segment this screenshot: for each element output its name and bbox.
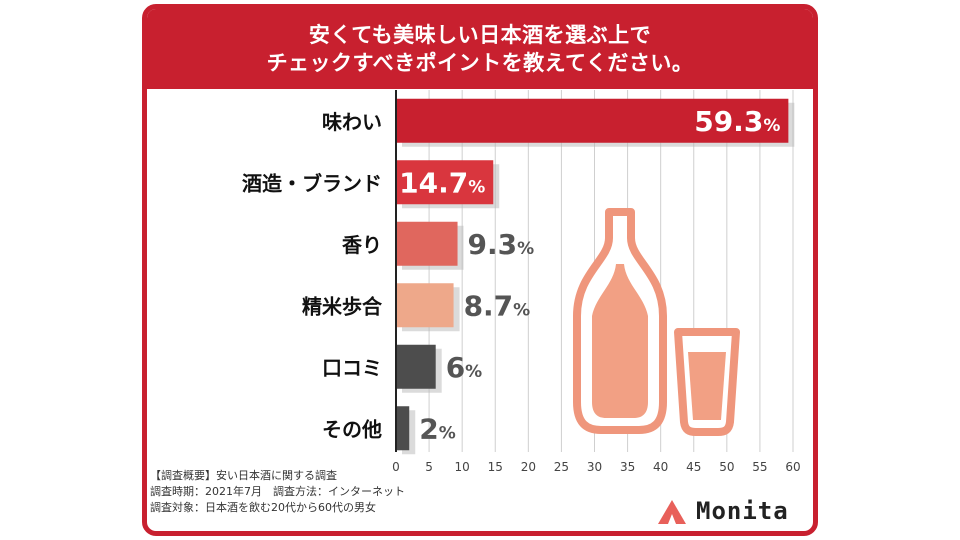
bar bbox=[396, 406, 410, 451]
bar bbox=[396, 98, 789, 143]
value-label: 6% bbox=[446, 351, 483, 384]
x-tick-label: 55 bbox=[752, 460, 767, 474]
survey-note: 調査対象：日本酒を飲む20代から60代の男女 bbox=[150, 501, 376, 514]
x-tick-label: 35 bbox=[620, 460, 635, 474]
category-label: 酒造・ブランド bbox=[242, 171, 382, 195]
x-axis-ticks: 0 5 10 15 20 25 30 35 40 45 50 55 60 bbox=[392, 460, 800, 474]
bar bbox=[396, 344, 436, 389]
title-band: 安くても美味しい日本酒を選ぶ上で チェックすべきポイントを教えてください。 bbox=[147, 9, 813, 89]
category-label: 口コミ bbox=[322, 356, 382, 380]
monita-logo: Monita bbox=[654, 496, 789, 526]
value-label: 9.3% bbox=[468, 228, 535, 261]
chart-title-line-2: チェックすべきポイントを教えてください。 bbox=[266, 51, 694, 75]
value-label: 59.3% bbox=[694, 105, 780, 138]
x-tick-label: 0 bbox=[392, 460, 400, 474]
sake-glass-icon bbox=[674, 328, 740, 436]
x-tick-label: 30 bbox=[587, 460, 602, 474]
value-label: 14.7% bbox=[399, 166, 485, 199]
value-label: 2% bbox=[419, 412, 456, 445]
category-label: 精米歩合 bbox=[302, 294, 383, 318]
x-tick-label: 20 bbox=[521, 460, 536, 474]
category-label: 香り bbox=[342, 233, 382, 257]
bar bbox=[396, 221, 458, 266]
triangle-logo-icon bbox=[658, 500, 686, 524]
x-tick-label: 45 bbox=[686, 460, 701, 474]
value-label: 8.7% bbox=[464, 289, 531, 322]
value-labels: 59.3% 14.7% 9.3% 8.7% 6% 2% bbox=[399, 105, 780, 446]
sake-bottle-icon bbox=[573, 208, 667, 434]
chart-frame: 安くても美味しい日本酒を選ぶ上で チェックすべきポイントを教えてください。 bbox=[142, 4, 818, 536]
x-tick-label: 15 bbox=[488, 460, 503, 474]
x-tick-label: 60 bbox=[785, 460, 800, 474]
category-label: 味わい bbox=[322, 110, 382, 134]
survey-note: 【調査概要】安い日本酒に関する調査 bbox=[150, 469, 337, 482]
bar bbox=[396, 160, 494, 205]
chart-title-line-1: 安くても美味しい日本酒を選ぶ上で bbox=[308, 23, 652, 47]
x-tick-label: 40 bbox=[653, 460, 668, 474]
bars bbox=[396, 98, 795, 455]
category-label: その他 bbox=[322, 417, 382, 441]
bar bbox=[396, 283, 454, 328]
x-tick-label: 5 bbox=[425, 460, 433, 474]
x-tick-label: 10 bbox=[455, 460, 470, 474]
x-tick-label: 50 bbox=[719, 460, 734, 474]
survey-note: 調査時期：2021年7月 調査方法：インターネット bbox=[150, 485, 405, 498]
x-tick-label: 25 bbox=[554, 460, 569, 474]
logo-text: Monita bbox=[696, 497, 789, 525]
survey-notes: 【調査概要】安い日本酒に関する調査 調査時期：2021年7月 調査方法：インター… bbox=[150, 468, 405, 516]
